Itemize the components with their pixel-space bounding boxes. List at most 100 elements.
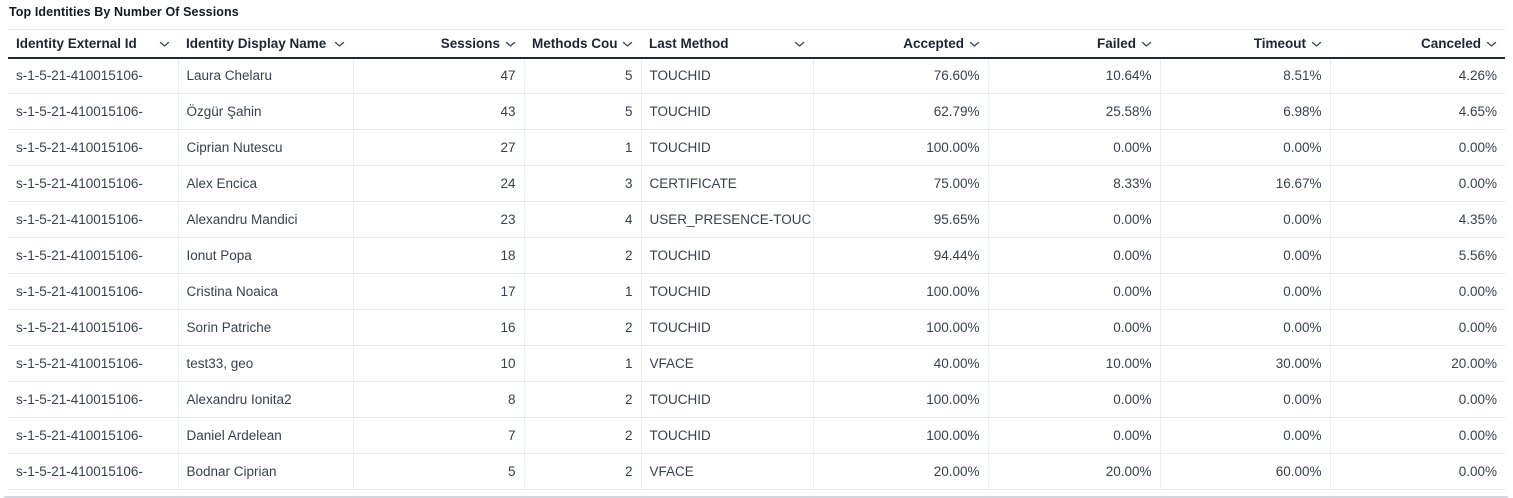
column-header-last-method[interactable]: Last Method xyxy=(641,29,813,59)
table-row: s-1-5-21-410015106- Sorin Patriche 16 2 TOUC… xyxy=(8,309,1505,346)
cell-identity-display-name: Ionut Popa xyxy=(178,237,354,274)
cell-timeout: 0.00% xyxy=(1160,273,1331,310)
cell-methods-count: 5 xyxy=(524,57,642,94)
cell-methods-count: 1 xyxy=(524,345,642,382)
chevron-down-icon xyxy=(1486,39,1497,48)
column-label: Failed xyxy=(1096,35,1136,51)
cell-sessions: 23 xyxy=(353,201,525,238)
column-label: Methods Count xyxy=(532,35,617,51)
cell-last-method: TOUCHID xyxy=(641,417,814,454)
table-header-row: Identity External Id Identity Display Na… xyxy=(8,29,1505,59)
table-row: s-1-5-21-410015106- Laura Chelaru 47 5 TOUCH… xyxy=(8,57,1505,94)
cell-identity-display-name: Alex Encica xyxy=(178,165,354,202)
column-header-accepted[interactable]: Accepted xyxy=(813,29,988,59)
chevron-down-icon xyxy=(794,39,805,48)
cell-accepted: 100.00% xyxy=(813,417,989,454)
table-row: s-1-5-21-410015106- Alexandru Mandici 23 4 U… xyxy=(8,201,1505,238)
cell-sessions: 7 xyxy=(353,417,525,454)
cell-identity-external-id: s-1-5-21-410015106- xyxy=(8,381,179,418)
cell-last-method: VFACE xyxy=(641,453,814,490)
column-header-identity-display-name[interactable]: Identity Display Name xyxy=(178,29,353,59)
cell-canceled: 5.56% xyxy=(1330,237,1505,274)
column-label: Canceled xyxy=(1420,35,1481,51)
column-header-canceled[interactable]: Canceled xyxy=(1330,29,1505,59)
column-header-failed[interactable]: Failed xyxy=(988,29,1160,59)
cell-timeout: 16.67% xyxy=(1160,165,1331,202)
cell-identity-external-id: s-1-5-21-410015106- xyxy=(8,165,179,202)
cell-identity-external-id: s-1-5-21-410015106- xyxy=(8,453,179,490)
cell-last-method: TOUCHID xyxy=(641,93,814,130)
cell-timeout: 6.98% xyxy=(1160,93,1331,130)
cell-timeout: 30.00% xyxy=(1160,345,1331,382)
cell-sessions: 27 xyxy=(353,129,525,166)
cell-identity-external-id: s-1-5-21-410015106- xyxy=(8,273,179,310)
cell-accepted: 20.00% xyxy=(813,453,989,490)
cell-identity-display-name: test33, geo xyxy=(178,345,354,382)
column-label: Accepted xyxy=(903,35,964,51)
cell-canceled: 4.65% xyxy=(1330,93,1505,130)
cell-canceled: 0.00% xyxy=(1330,165,1505,202)
cell-accepted: 100.00% xyxy=(813,273,989,310)
table-row: s-1-5-21-410015106- Ionut Popa 18 2 TOUCHID 9… xyxy=(8,237,1505,274)
table-row: s-1-5-21-410015106- Bodnar Ciprian 5 2 VFACE… xyxy=(8,453,1505,490)
cell-canceled: 4.26% xyxy=(1330,57,1505,94)
horizontal-scrollbar[interactable] xyxy=(3,496,1509,498)
column-header-timeout[interactable]: Timeout xyxy=(1160,29,1330,59)
cell-last-method: CERTIFICATE xyxy=(641,165,814,202)
cell-sessions: 10 xyxy=(353,345,525,382)
cell-last-method: VFACE xyxy=(641,345,814,382)
cell-identity-external-id: s-1-5-21-410015106- xyxy=(8,417,179,454)
table-row: s-1-5-21-410015106- Alex Encica 24 3 CERTIFI… xyxy=(8,165,1505,202)
cell-failed: 25.58% xyxy=(988,93,1161,130)
cell-failed: 0.00% xyxy=(988,381,1161,418)
column-header-methods-count[interactable]: Methods Count xyxy=(524,29,641,59)
table-row: s-1-5-21-410015106- Cristina Noaica 17 1 TOU… xyxy=(8,273,1505,310)
cell-accepted: 62.79% xyxy=(813,93,989,130)
cell-identity-external-id: s-1-5-21-410015106- xyxy=(8,237,179,274)
cell-canceled: 0.00% xyxy=(1330,417,1505,454)
cell-identity-external-id: s-1-5-21-410015106- xyxy=(8,93,179,130)
cell-identity-display-name: Alexandru Ionita2 xyxy=(178,381,354,418)
cell-identity-external-id: s-1-5-21-410015106- xyxy=(8,309,179,346)
cell-accepted: 100.00% xyxy=(813,309,989,346)
column-header-sessions[interactable]: Sessions xyxy=(353,29,524,59)
cell-identity-display-name: Daniel Ardelean xyxy=(178,417,354,454)
cell-identity-external-id: s-1-5-21-410015106- xyxy=(8,129,179,166)
cell-timeout: 0.00% xyxy=(1160,129,1331,166)
column-label: Timeout xyxy=(1253,35,1306,51)
cell-canceled: 0.00% xyxy=(1330,453,1505,490)
cell-canceled: 4.35% xyxy=(1330,201,1505,238)
cell-canceled: 0.00% xyxy=(1330,381,1505,418)
cell-accepted: 75.00% xyxy=(813,165,989,202)
cell-identity-external-id: s-1-5-21-410015106- xyxy=(8,57,179,94)
cell-failed: 8.33% xyxy=(988,165,1161,202)
cell-accepted: 100.00% xyxy=(813,129,989,166)
cell-methods-count: 2 xyxy=(524,309,642,346)
cell-sessions: 24 xyxy=(353,165,525,202)
cell-last-method: TOUCHID xyxy=(641,129,814,166)
table-row: s-1-5-21-410015106- Daniel Ardelean 7 2 TOUC… xyxy=(8,417,1505,454)
cell-methods-count: 2 xyxy=(524,381,642,418)
cell-identity-external-id: s-1-5-21-410015106- xyxy=(8,201,179,238)
column-header-identity-external-id[interactable]: Identity External Id xyxy=(8,29,178,59)
cell-failed: 0.00% xyxy=(988,417,1161,454)
cell-failed: 0.00% xyxy=(988,129,1161,166)
cell-sessions: 5 xyxy=(353,453,525,490)
chevron-down-icon xyxy=(334,39,345,48)
cell-failed: 20.00% xyxy=(988,453,1161,490)
table-body: s-1-5-21-410015106- Laura Chelaru 47 5 TOUCH… xyxy=(8,57,1505,490)
table-row: s-1-5-21-410015106- Özgür Şahin 43 5 TOUCHID… xyxy=(8,93,1505,130)
cell-identity-display-name: Özgür Şahin xyxy=(178,93,354,130)
cell-identity-display-name: Alexandru Mandici xyxy=(178,201,354,238)
cell-methods-count: 2 xyxy=(524,237,642,274)
cell-sessions: 17 xyxy=(353,273,525,310)
cell-failed: 0.00% xyxy=(988,273,1161,310)
cell-sessions: 16 xyxy=(353,309,525,346)
chevron-down-icon xyxy=(969,39,980,48)
cell-identity-display-name: Cristina Noaica xyxy=(178,273,354,310)
cell-accepted: 76.60% xyxy=(813,57,989,94)
column-label: Last Method xyxy=(649,35,729,51)
cell-canceled: 0.00% xyxy=(1330,309,1505,346)
chevron-down-icon xyxy=(505,39,516,48)
cell-timeout: 8.51% xyxy=(1160,57,1331,94)
